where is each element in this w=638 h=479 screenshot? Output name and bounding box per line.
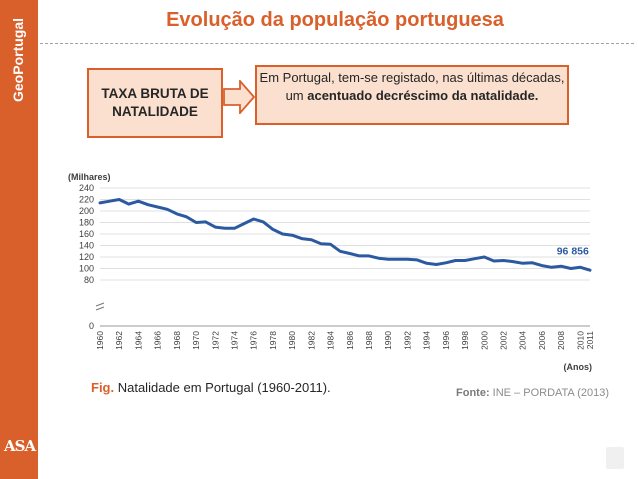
- x-tick-label: 1998: [460, 331, 470, 350]
- figure-caption-text: Natalidade em Portugal (1960-2011).: [114, 380, 331, 395]
- x-tick-label: 1988: [364, 331, 374, 350]
- y-tick-label: 0: [89, 321, 94, 331]
- y-tick-label: 80: [84, 275, 94, 285]
- x-tick-label: 1974: [230, 331, 240, 350]
- data-annotation: 96 856: [557, 246, 589, 258]
- figure-caption: Fig. Natalidade em Portugal (1960-2011).: [91, 380, 331, 395]
- x-axis-label: (Anos): [564, 362, 593, 372]
- x-tick-label: 1964: [133, 331, 143, 350]
- x-tick-label: 2010: [575, 331, 585, 350]
- concept-box: TAXA BRUTA DE NATALIDADE: [87, 68, 223, 138]
- y-tick-label: 160: [79, 229, 94, 239]
- x-tick-label: 1960: [95, 331, 105, 350]
- publisher-logo: ASA: [4, 437, 36, 455]
- x-tick-label: 1966: [153, 331, 163, 350]
- axis-break-mark: [95, 302, 105, 311]
- sidebar-band: GeoPortugal ASA: [0, 0, 38, 479]
- brand-logo: GeoPortugal: [10, 17, 26, 102]
- x-tick-label: 1970: [191, 331, 201, 350]
- y-tick-label: 220: [79, 195, 94, 205]
- x-tick-label: 1978: [268, 331, 278, 350]
- statement-text: Em Portugal, tem-se registado, nas últim…: [259, 70, 565, 103]
- statement-emphasis: acentuado decréscimo da natalidade.: [307, 88, 539, 103]
- x-tick-label: 1986: [345, 331, 355, 350]
- x-tick-label: 1994: [422, 331, 432, 350]
- page-corner: [606, 447, 624, 469]
- source-label: Fonte:: [456, 387, 490, 399]
- x-tick-label: 2008: [556, 331, 566, 350]
- x-tick-label: 1990: [383, 331, 393, 350]
- x-tick-label: 2006: [537, 331, 547, 350]
- x-tick-label: 1962: [114, 331, 124, 350]
- statement-box: Em Portugal, tem-se registado, nas últim…: [255, 65, 569, 125]
- x-tick-label: 1976: [249, 331, 259, 350]
- title-divider: [40, 43, 634, 44]
- figure-label: Fig.: [91, 380, 115, 395]
- series-line: [98, 198, 592, 272]
- y-tick-label: 200: [79, 206, 94, 216]
- x-tick-label: 1972: [210, 331, 220, 350]
- y-tick-label: 120: [79, 252, 94, 262]
- x-tick-label: 2011: [585, 331, 595, 350]
- source-credit: Fonte: INE – PORDATA (2013): [456, 387, 609, 399]
- x-tick-label: 1968: [172, 331, 182, 350]
- x-tick-label: 2002: [499, 331, 509, 350]
- x-tick-label: 2000: [479, 331, 489, 350]
- x-tick-label: 1982: [306, 331, 316, 350]
- y-tick-label: 180: [79, 218, 94, 228]
- page-title: Evolução da população portuguesa: [166, 9, 504, 31]
- x-tick-label: 2004: [518, 331, 528, 350]
- x-tick-label: 1996: [441, 331, 451, 350]
- x-tick-label: 1984: [326, 331, 336, 350]
- y-axis-label: (Milhares): [68, 172, 111, 182]
- y-tick-label: 100: [79, 264, 94, 274]
- source-text: INE – PORDATA (2013): [489, 387, 610, 399]
- y-tick-label: 140: [79, 241, 94, 251]
- x-tick-label: 1980: [287, 331, 297, 350]
- arrow-right-icon: [223, 80, 255, 114]
- y-tick-label: 240: [79, 183, 94, 193]
- x-tick-label: 1992: [402, 331, 412, 350]
